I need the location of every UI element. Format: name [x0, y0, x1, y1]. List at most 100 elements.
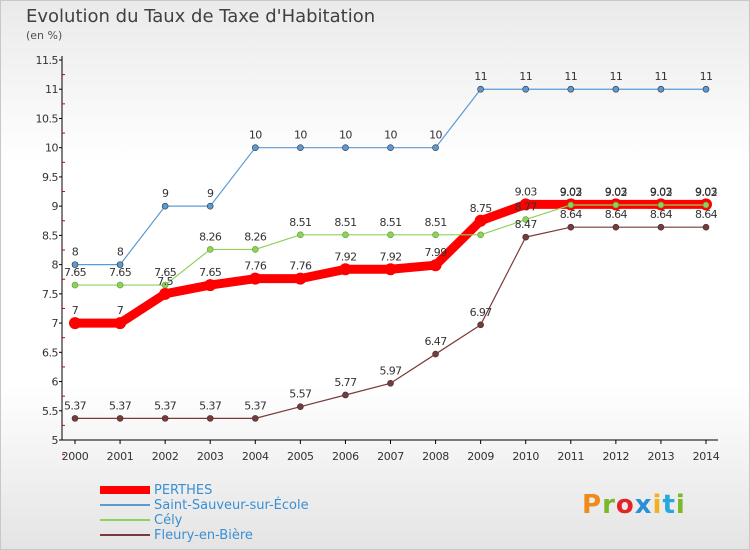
y-tick-label: 7 — [52, 317, 59, 330]
data-point — [297, 403, 304, 410]
data-label: 9.02 — [605, 186, 627, 199]
data-point — [432, 231, 439, 239]
data-label: 7.76 — [244, 260, 267, 273]
y-tick-label: 9.5 — [42, 171, 58, 184]
data-point-perthes — [429, 259, 442, 272]
data-point — [297, 231, 304, 239]
data-point — [71, 415, 79, 422]
data-label: 9.02 — [650, 186, 672, 199]
data-point — [522, 85, 530, 93]
data-point — [251, 246, 259, 253]
data-label: 10 — [384, 129, 397, 142]
data-point — [702, 223, 710, 231]
y-tick-label: 8 — [52, 259, 59, 272]
data-label: 8.26 — [199, 230, 222, 243]
x-tick-label: 2012 — [602, 450, 629, 463]
data-label: 6.97 — [470, 306, 493, 319]
data-point — [702, 85, 710, 93]
logo-letter: r — [602, 490, 616, 520]
x-tick-label: 2007 — [377, 450, 404, 463]
data-label: 9.03 — [650, 185, 673, 198]
data-point — [71, 261, 79, 268]
logo-letter: x — [634, 490, 653, 520]
data-point — [522, 216, 530, 223]
data-label: 5.97 — [379, 364, 402, 377]
data-point — [116, 281, 124, 289]
legend-label: Fleury-en-Bière — [154, 528, 253, 543]
data-point — [567, 223, 575, 231]
data-label: 9.03 — [695, 185, 718, 198]
data-label: 5.77 — [334, 376, 357, 389]
legend-label: PERTHES — [154, 483, 213, 498]
data-point — [161, 415, 169, 422]
data-label: 10 — [429, 129, 442, 142]
y-tick-label: 7.5 — [42, 288, 58, 301]
x-tick-label: 2000 — [62, 450, 89, 463]
data-point — [567, 85, 575, 93]
legend-label: Cély — [154, 513, 183, 528]
x-tick-label: 2011 — [557, 450, 584, 463]
data-label: 10 — [339, 129, 352, 142]
data-point-perthes — [114, 317, 127, 330]
y-tick-label: 5.5 — [42, 405, 58, 418]
data-point-perthes — [204, 279, 217, 292]
data-label: 8.47 — [515, 218, 538, 231]
y-tick-label: 6.5 — [42, 346, 58, 359]
data-label: 5.37 — [199, 399, 222, 412]
data-label: 7.65 — [199, 266, 222, 279]
data-point — [161, 202, 169, 210]
data-label: 7.65 — [64, 266, 87, 279]
data-label: 8.77 — [515, 201, 538, 214]
data-point-perthes — [294, 272, 307, 285]
data-label: 11 — [609, 70, 622, 83]
data-label: 5.37 — [64, 399, 87, 412]
data-label: 9.03 — [560, 185, 583, 198]
data-point — [477, 231, 484, 239]
proxiti-logo: Proxiti — [582, 490, 686, 520]
data-point — [567, 201, 575, 209]
data-label: 8.51 — [425, 216, 447, 229]
data-point — [657, 201, 665, 209]
logo-letter: t — [662, 490, 676, 520]
chart-subtitle: (en %) — [26, 29, 63, 42]
x-tick-label: 2004 — [242, 450, 269, 463]
data-label: 5.57 — [289, 388, 312, 401]
x-tick-label: 2014 — [693, 450, 720, 463]
data-point — [387, 379, 394, 387]
x-tick-label: 2009 — [467, 450, 494, 463]
data-point — [161, 281, 169, 289]
legend-swatch — [100, 519, 150, 521]
x-tick-label: 2013 — [648, 450, 675, 463]
data-point — [432, 350, 439, 358]
data-label: 7.65 — [154, 266, 177, 279]
data-label: 7 — [117, 304, 124, 317]
data-label: 7.92 — [334, 250, 356, 263]
data-point-perthes — [249, 272, 262, 285]
data-label: 9.03 — [605, 185, 628, 198]
x-tick-label: 2002 — [152, 450, 179, 463]
x-tick-label: 2008 — [422, 450, 449, 463]
data-label: 11 — [519, 70, 532, 83]
data-label: 8.64 — [695, 208, 718, 221]
data-label: 7.92 — [379, 250, 401, 263]
data-point — [342, 231, 349, 239]
data-label: 11 — [700, 70, 713, 83]
data-label: 9.03 — [515, 185, 538, 198]
data-label: 7.65 — [109, 266, 132, 279]
chart-title: Evolution du Taux de Taxe d'Habitation — [26, 6, 376, 27]
data-label: 11 — [474, 70, 487, 83]
data-label: 7.99 — [425, 246, 448, 259]
data-point — [387, 144, 394, 151]
data-point — [206, 415, 214, 422]
x-tick-label: 2003 — [197, 450, 224, 463]
data-point — [612, 201, 620, 209]
data-label: 8.26 — [244, 230, 267, 243]
y-tick-label: 10 — [45, 142, 58, 155]
y-tick-label: 10.5 — [36, 112, 59, 125]
data-point — [657, 85, 665, 93]
legend-swatch — [100, 504, 150, 506]
data-point — [612, 223, 620, 231]
data-label: 8.51 — [289, 216, 311, 229]
data-label: 5.37 — [244, 399, 267, 412]
data-label: 10 — [294, 129, 307, 142]
